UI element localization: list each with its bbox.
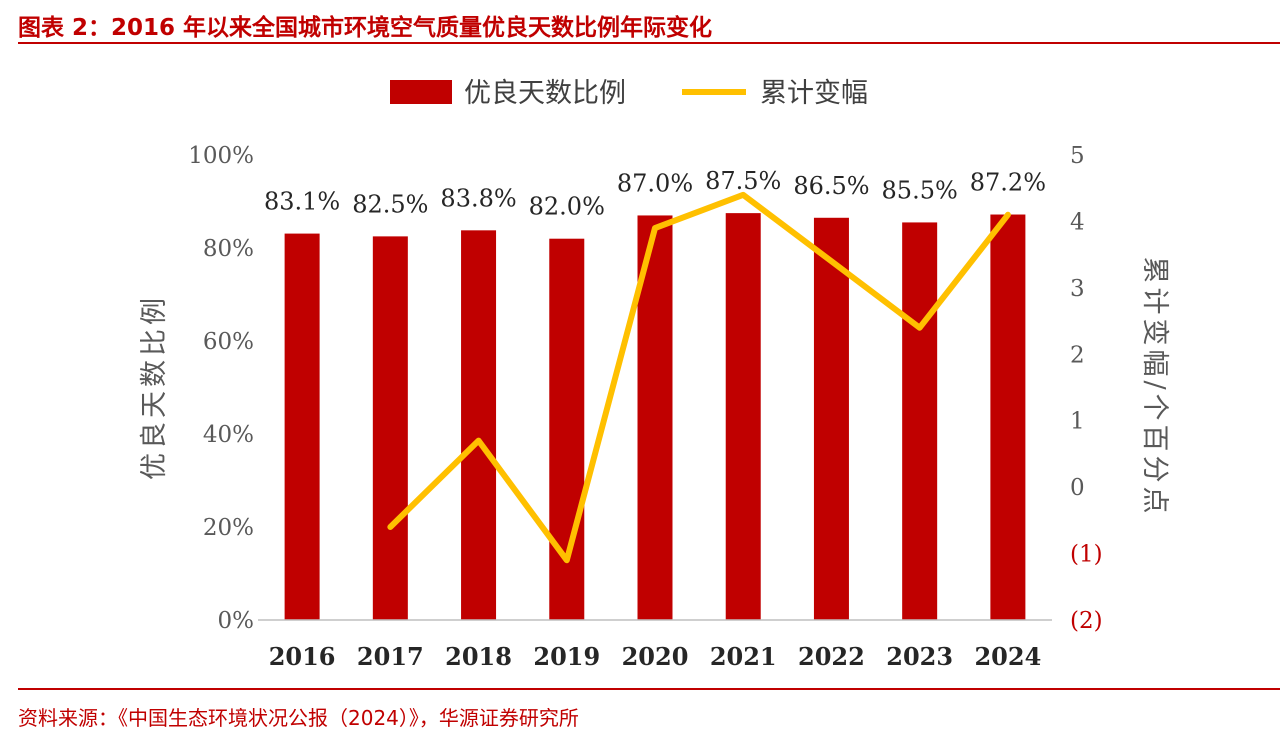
legend: 优良天数比例 累计变幅 xyxy=(390,78,868,109)
source-divider xyxy=(18,688,1280,690)
y-right-tick-label: (1) xyxy=(1070,542,1103,568)
line-series xyxy=(387,191,1011,564)
x-tick-label: 2019 xyxy=(533,642,600,671)
x-tick-label: 2023 xyxy=(886,642,953,671)
left-tick-labels: 0% 20% 40% 60% 80% 100% xyxy=(188,143,254,634)
y-right-tick-label: 5 xyxy=(1070,143,1085,169)
bar-data-label: 83.8% xyxy=(440,184,516,212)
title-divider xyxy=(18,42,1280,44)
bar-2016 xyxy=(284,233,320,620)
y-right-tick-label: 4 xyxy=(1070,209,1085,235)
bar-data-label: 87.0% xyxy=(617,169,693,197)
right-tick-labels: (2) (1) 0 1 2 3 4 5 xyxy=(1070,143,1103,634)
y-left-tick-label: 40% xyxy=(203,422,254,448)
y-left-tick-label: 60% xyxy=(203,329,254,355)
x-tick-label: 2024 xyxy=(974,642,1041,671)
x-tick-label: 2020 xyxy=(622,642,689,671)
y-axis-right-label: 累计变幅/个百分点 xyxy=(1139,256,1170,517)
y-axis-left-label: 优良天数比例 xyxy=(139,294,170,480)
y-right-tick-label: 1 xyxy=(1070,409,1085,435)
source-note: 资料来源：《中国生态环境状况公报（2024）》，华源证券研究所 xyxy=(18,706,579,730)
bar-2021 xyxy=(725,213,761,620)
bar-2022 xyxy=(813,217,849,620)
bar-data-label: 87.5% xyxy=(705,167,781,195)
bar-2018 xyxy=(461,230,497,620)
y-right-tick-label: (2) xyxy=(1070,608,1103,634)
bar-series xyxy=(284,213,1026,621)
x-tick-label: 2018 xyxy=(445,642,512,671)
x-tick-label: 2021 xyxy=(710,642,777,671)
y-right-tick-label: 3 xyxy=(1070,276,1085,302)
x-tick-label: 2016 xyxy=(269,642,336,671)
x-tick-label: 2017 xyxy=(357,642,424,671)
x-tick-labels: 2016 2017 2018 2019 2020 2021 2022 2023 2024 xyxy=(269,642,1042,671)
legend-bar-label: 优良天数比例 xyxy=(464,78,626,109)
bar-data-label: 87.2% xyxy=(970,169,1046,197)
y-left-tick-label: 80% xyxy=(203,236,254,262)
bar-2017 xyxy=(372,236,408,620)
figure-title: 图表 2：2016 年以来全国城市环境空气质量优良天数比例年际变化 xyxy=(18,15,713,41)
bar-2024 xyxy=(990,214,1026,620)
legend-line-label: 累计变幅 xyxy=(760,78,868,109)
bar-data-label: 82.0% xyxy=(529,193,605,221)
bar-data-label: 83.1% xyxy=(264,188,340,216)
line-cumulative-change xyxy=(387,191,1011,564)
bar-data-label: 86.5% xyxy=(793,172,869,200)
bar-data-label: 82.5% xyxy=(352,190,428,218)
bar-2023 xyxy=(902,222,938,621)
chart-canvas: 2016 2017 2018 2019 2020 2021 2022 2023 2024 0% 2… xyxy=(139,78,1170,671)
y-right-tick-label: 0 xyxy=(1070,475,1085,501)
y-left-tick-label: 100% xyxy=(188,143,254,169)
y-right-tick-label: 2 xyxy=(1070,342,1085,368)
bar-data-label: 85.5% xyxy=(882,176,958,204)
x-tick-label: 2022 xyxy=(798,642,865,671)
bar-data-labels: 83.1% 82.5% 83.8% 82.0% 87.0% 87.5% 86.5% 85.5%… xyxy=(264,167,1046,221)
y-left-tick-label: 0% xyxy=(218,608,255,634)
legend-bar-swatch xyxy=(390,80,452,104)
y-left-tick-label: 20% xyxy=(203,515,254,541)
